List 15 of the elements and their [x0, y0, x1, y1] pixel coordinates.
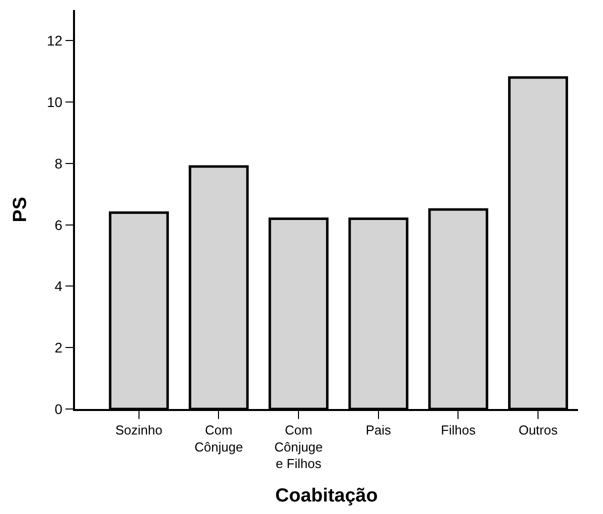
x-tick-label: Com Cônjuge: [194, 422, 243, 454]
x-axis-title: Coabitação: [275, 485, 378, 506]
x-tick-label: Com Cônjuge e Filhos: [274, 422, 323, 472]
y-axis-title: PS: [10, 196, 32, 222]
y-tick-label: 10: [46, 94, 63, 110]
y-tick-label: 4: [54, 278, 63, 294]
y-tick-label: 6: [54, 216, 63, 233]
y-tick-label: 8: [54, 155, 63, 172]
y-tick-label: 2: [54, 340, 63, 356]
x-tick-label: Sozinho: [115, 422, 162, 438]
x-tick-label: Pais: [366, 422, 392, 438]
y-tick-label: 0: [54, 400, 63, 417]
x-tick-label: Outros: [518, 422, 558, 438]
y-tick-label: 12: [46, 32, 63, 49]
x-tick-label: Filhos: [440, 422, 476, 438]
